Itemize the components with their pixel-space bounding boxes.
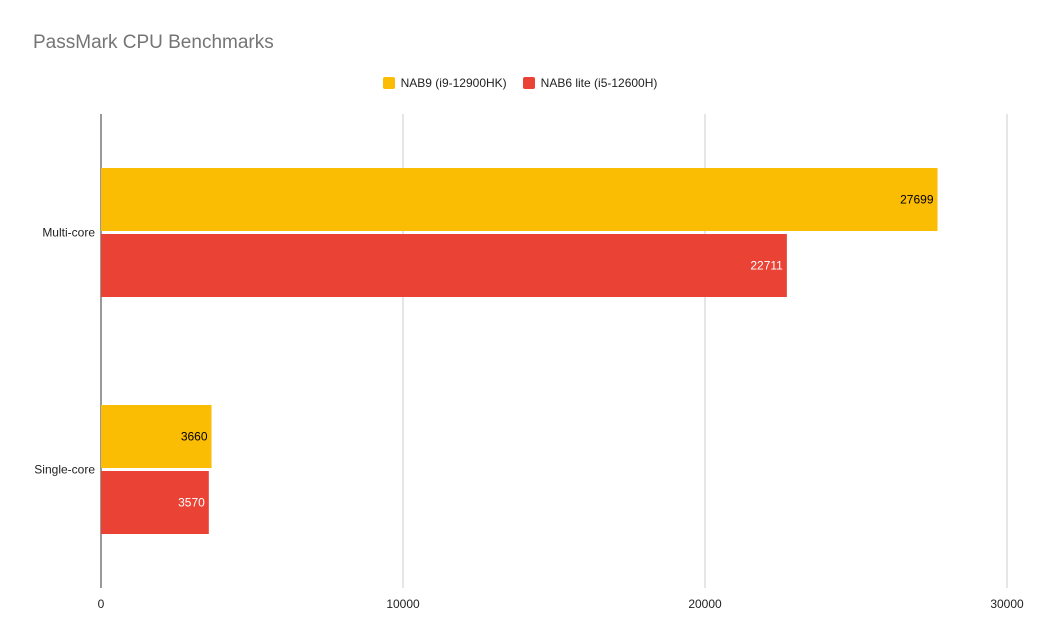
x-tick-label-0: 0 <box>98 597 105 611</box>
data-label-multi-core-series-1: 22711 <box>750 259 783 273</box>
category-label-multi-core: Multi-core <box>42 226 95 240</box>
x-tick-label-30000: 30000 <box>990 597 1024 611</box>
bar-single-core-series-0 <box>101 405 212 468</box>
category-label-single-core: Single-core <box>34 463 95 477</box>
x-tick-label-20000: 20000 <box>688 597 722 611</box>
data-label-single-core-series-0: 3660 <box>181 430 208 444</box>
bar-multi-core-series-0 <box>101 168 938 231</box>
legend-item-nab9[interactable]: NAB9 (i9-12900HK) <box>382 76 507 90</box>
x-tick-label-10000: 10000 <box>386 597 420 611</box>
legend: NAB9 (i9-12900HK) NAB6 lite (i5-12600H) <box>0 76 1040 90</box>
bar-single-core-series-1 <box>101 471 209 534</box>
legend-label-nab6: NAB6 lite (i5-12600H) <box>540 76 658 90</box>
legend-item-nab6[interactable]: NAB6 lite (i5-12600H) <box>522 76 658 90</box>
legend-swatch-nab9 <box>382 77 395 89</box>
chart-title: PassMark CPU Benchmarks <box>33 32 274 53</box>
data-label-single-core-series-1: 3570 <box>178 496 205 510</box>
data-label-multi-core-series-0: 27699 <box>900 193 934 207</box>
legend-label-nab9: NAB9 (i9-12900HK) <box>400 76 507 90</box>
bar-multi-core-series-1 <box>101 234 787 297</box>
legend-swatch-nab6 <box>522 77 535 89</box>
